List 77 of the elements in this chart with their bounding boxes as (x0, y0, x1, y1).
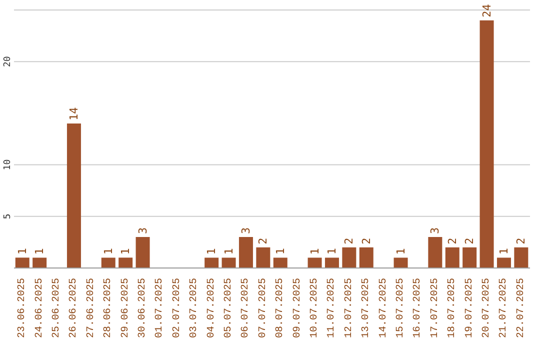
x-tick-label: 13.07.2025 (361, 278, 372, 338)
x-tick-label: 18.07.2025 (447, 278, 458, 338)
data-label: 2 (342, 238, 356, 244)
data-label: 1 (33, 248, 46, 255)
data-label: 2 (463, 238, 476, 244)
x-tick-label: 24.06.2025 (34, 278, 46, 338)
bar (496, 258, 511, 268)
data-label: 1 (308, 248, 322, 255)
x-tick-label: 16.07.2025 (412, 278, 424, 338)
x-tick-label: 22.07.2025 (516, 278, 527, 338)
x-tick-label: 10.07.2025 (310, 278, 320, 338)
x-tick-label: 20.07.2025 (482, 278, 492, 338)
bar (308, 258, 322, 268)
x-tick-label: 01.07.2025 (154, 278, 166, 338)
bar (428, 237, 442, 268)
bar (238, 237, 253, 268)
y-tick-label: 10 (3, 159, 13, 170)
data-label: 1 (497, 248, 510, 255)
data-label: 1 (274, 248, 287, 255)
x-tick-label: 28.06.2025 (103, 278, 114, 338)
data-label: 1 (119, 248, 132, 255)
data-label: 3 (428, 227, 442, 234)
x-tick-label: 11.07.2025 (326, 278, 338, 338)
x-tick-label: 26.06.2025 (68, 278, 80, 338)
data-label: 1 (16, 248, 29, 255)
data-label: 1 (325, 248, 338, 255)
x-tick-label: 21.07.2025 (498, 278, 510, 338)
x-tick-label: 23.06.2025 (17, 278, 28, 338)
bar (514, 247, 528, 268)
data-label: 1 (222, 248, 236, 255)
x-tick-label: 09.07.2025 (292, 278, 304, 338)
data-label: 14 (67, 106, 80, 121)
bar (32, 258, 47, 268)
x-tick-label: 05.07.2025 (224, 278, 234, 338)
y-tick-label: 5 (3, 214, 13, 220)
x-tick-label: 25.06.2025 (52, 278, 62, 338)
x-tick-label: 19.07.2025 (464, 278, 476, 338)
x-tick-label: 06.07.2025 (240, 278, 252, 338)
x-tick-label: 17.07.2025 (430, 278, 441, 338)
bar (101, 258, 116, 268)
y-tick-label: 20 (3, 56, 13, 68)
bar (273, 258, 288, 268)
x-tick-label: 07.07.2025 (258, 278, 269, 338)
bar (256, 247, 270, 268)
data-label: 2 (256, 238, 270, 244)
data-label: 3 (136, 227, 150, 234)
x-tick-label: 14.07.2025 (378, 278, 390, 338)
x-tick-label: 04.07.2025 (206, 278, 218, 338)
x-tick-label: 02.07.2025 (172, 278, 183, 338)
data-label: 1 (102, 248, 115, 255)
data-label: 3 (239, 227, 252, 234)
data-label: 1 (205, 248, 218, 255)
x-tick-label: 03.07.2025 (189, 278, 200, 338)
x-tick-label: 12.07.2025 (344, 278, 355, 338)
bar (204, 258, 219, 268)
bar (359, 247, 374, 268)
bar (66, 124, 81, 268)
bar (222, 258, 236, 268)
bar (15, 258, 30, 268)
data-label: 1 (394, 248, 408, 255)
bar (342, 247, 356, 268)
x-tick-label: 08.07.2025 (275, 278, 286, 338)
x-tick-label: 27.06.2025 (86, 278, 97, 338)
data-label: 2 (446, 238, 459, 244)
bar (445, 247, 460, 268)
bar (394, 258, 408, 268)
x-tick-label: 15.07.2025 (396, 278, 406, 338)
bar (136, 237, 150, 268)
x-tick-label: 29.06.2025 (120, 278, 132, 338)
bar (118, 258, 133, 268)
data-label: 2 (360, 238, 373, 244)
bar (462, 247, 477, 268)
data-label: 2 (514, 238, 528, 244)
bar (480, 20, 494, 268)
x-tick-label: 30.06.2025 (138, 278, 148, 338)
data-label: 24 (480, 4, 494, 18)
bar (324, 258, 339, 268)
